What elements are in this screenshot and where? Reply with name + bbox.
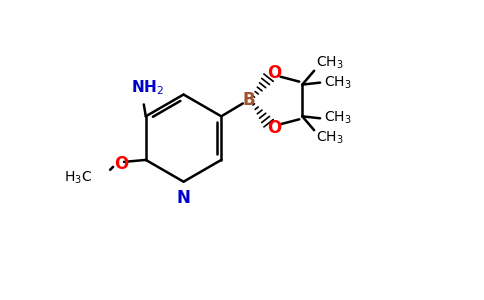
Text: O: O	[267, 119, 282, 137]
Text: O: O	[267, 64, 282, 82]
Text: O: O	[114, 155, 128, 173]
Text: CH$_3$: CH$_3$	[316, 130, 344, 146]
Text: N: N	[177, 189, 191, 207]
Text: CH$_3$: CH$_3$	[324, 74, 352, 91]
Text: NH$_2$: NH$_2$	[131, 78, 164, 97]
Text: CH$_3$: CH$_3$	[316, 55, 344, 71]
Text: H$_3$C: H$_3$C	[64, 169, 92, 186]
Text: B: B	[242, 92, 255, 110]
Text: CH$_3$: CH$_3$	[324, 110, 352, 127]
